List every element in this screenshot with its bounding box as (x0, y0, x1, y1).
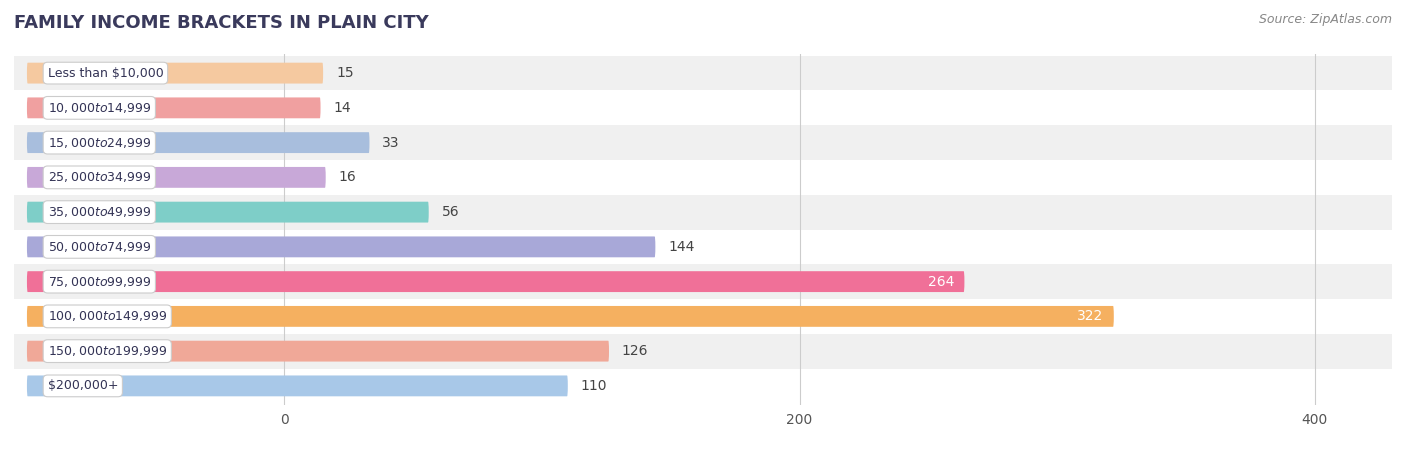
Text: Source: ZipAtlas.com: Source: ZipAtlas.com (1258, 14, 1392, 27)
Text: $75,000 to $99,999: $75,000 to $99,999 (48, 274, 150, 288)
Text: 110: 110 (581, 379, 607, 393)
FancyBboxPatch shape (27, 375, 568, 396)
Text: 56: 56 (441, 205, 460, 219)
Bar (14, 56, 1392, 90)
Text: $50,000 to $74,999: $50,000 to $74,999 (48, 240, 150, 254)
FancyBboxPatch shape (27, 202, 429, 223)
FancyBboxPatch shape (27, 167, 326, 188)
Text: FAMILY INCOME BRACKETS IN PLAIN CITY: FAMILY INCOME BRACKETS IN PLAIN CITY (14, 14, 429, 32)
FancyBboxPatch shape (27, 306, 1114, 327)
Text: Less than $10,000: Less than $10,000 (48, 67, 163, 80)
Text: $25,000 to $34,999: $25,000 to $34,999 (48, 171, 150, 184)
Text: 14: 14 (333, 101, 352, 115)
FancyBboxPatch shape (27, 132, 370, 153)
Text: $150,000 to $199,999: $150,000 to $199,999 (48, 344, 167, 358)
Text: $35,000 to $49,999: $35,000 to $49,999 (48, 205, 150, 219)
Bar (14, 90, 1392, 125)
Bar (14, 125, 1392, 160)
Bar (14, 230, 1392, 264)
Bar (14, 264, 1392, 299)
Text: 322: 322 (1077, 310, 1104, 324)
FancyBboxPatch shape (27, 341, 609, 361)
FancyBboxPatch shape (27, 98, 321, 118)
Text: 126: 126 (621, 344, 648, 358)
Text: 15: 15 (336, 66, 354, 80)
Bar (14, 334, 1392, 369)
Text: 264: 264 (928, 274, 955, 288)
FancyBboxPatch shape (27, 63, 323, 84)
Bar (14, 369, 1392, 403)
Text: 16: 16 (339, 171, 356, 184)
FancyBboxPatch shape (27, 236, 655, 257)
Bar (14, 299, 1392, 334)
Bar (14, 195, 1392, 230)
Text: $100,000 to $149,999: $100,000 to $149,999 (48, 310, 167, 324)
Text: 144: 144 (668, 240, 695, 254)
Text: $15,000 to $24,999: $15,000 to $24,999 (48, 135, 150, 149)
Text: $200,000+: $200,000+ (48, 379, 118, 392)
Text: $10,000 to $14,999: $10,000 to $14,999 (48, 101, 150, 115)
Bar (14, 160, 1392, 195)
Text: 33: 33 (382, 135, 399, 149)
FancyBboxPatch shape (27, 271, 965, 292)
